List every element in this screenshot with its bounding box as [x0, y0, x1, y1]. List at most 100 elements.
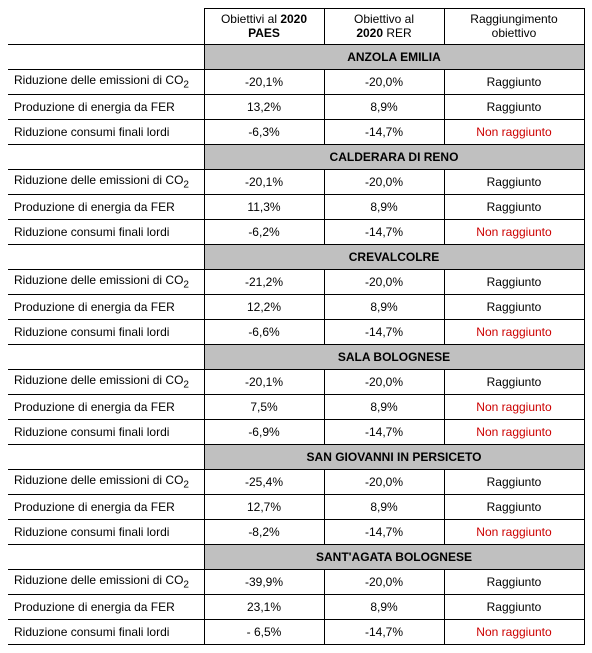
- rer-value: -20,0%: [324, 469, 444, 494]
- paes-value: 11,3%: [204, 194, 324, 219]
- paes-value: -6,6%: [204, 319, 324, 344]
- rer-value: -14,7%: [324, 219, 444, 244]
- table-row: Riduzione consumi finali lordi- 6,5%-14,…: [8, 619, 584, 644]
- table-row: Riduzione delle emissioni di CO2-21,2%-2…: [8, 269, 584, 294]
- rer-value: -14,7%: [324, 419, 444, 444]
- section-header-empty: [8, 244, 204, 269]
- row-label: Produzione di energia da FER: [8, 494, 204, 519]
- section-header-empty: [8, 444, 204, 469]
- rer-value: 8,9%: [324, 294, 444, 319]
- row-label: Riduzione consumi finali lordi: [8, 619, 204, 644]
- row-label: Riduzione consumi finali lordi: [8, 319, 204, 344]
- table-row: Produzione di energia da FER23,1%8,9%Rag…: [8, 594, 584, 619]
- paes-value: -20,1%: [204, 369, 324, 394]
- table-row: Produzione di energia da FER13,2%8,9%Rag…: [8, 94, 584, 119]
- table-row: Riduzione delle emissioni di CO2-20,1%-2…: [8, 369, 584, 394]
- rer-value: -14,7%: [324, 119, 444, 144]
- row-label: Riduzione delle emissioni di CO2: [8, 569, 204, 594]
- row-label: Produzione di energia da FER: [8, 294, 204, 319]
- outcome-value: Raggiunto: [444, 294, 584, 319]
- header-paes: Obiettivi al 2020 PAES: [204, 9, 324, 45]
- table-row: Riduzione consumi finali lordi-6,9%-14,7…: [8, 419, 584, 444]
- header-empty: [8, 9, 204, 45]
- row-label: Riduzione delle emissioni di CO2: [8, 169, 204, 194]
- table-row: Riduzione delle emissioni di CO2-20,1%-2…: [8, 69, 584, 94]
- outcome-value: Non raggiunto: [444, 419, 584, 444]
- row-label: Riduzione delle emissioni di CO2: [8, 69, 204, 94]
- paes-value: 23,1%: [204, 594, 324, 619]
- outcome-value: Raggiunto: [444, 169, 584, 194]
- rer-value: -14,7%: [324, 519, 444, 544]
- row-label: Riduzione consumi finali lordi: [8, 519, 204, 544]
- header-row: Obiettivi al 2020 PAES Obiettivo al 2020…: [8, 9, 584, 45]
- row-label: Riduzione consumi finali lordi: [8, 219, 204, 244]
- row-label: Riduzione delle emissioni di CO2: [8, 469, 204, 494]
- outcome-value: Non raggiunto: [444, 394, 584, 419]
- outcome-value: Non raggiunto: [444, 219, 584, 244]
- rer-value: 8,9%: [324, 394, 444, 419]
- section-header-row: SALA BOLOGNESE: [8, 344, 584, 369]
- paes-value: -20,1%: [204, 169, 324, 194]
- paes-value: -6,3%: [204, 119, 324, 144]
- outcome-value: Non raggiunto: [444, 619, 584, 644]
- section-header-empty: [8, 544, 204, 569]
- outcome-value: Raggiunto: [444, 269, 584, 294]
- outcome-value: Non raggiunto: [444, 119, 584, 144]
- section-header-row: CREVALCOLRE: [8, 244, 584, 269]
- table-row: Riduzione consumi finali lordi-6,2%-14,7…: [8, 219, 584, 244]
- outcome-value: Non raggiunto: [444, 519, 584, 544]
- table-row: Riduzione delle emissioni di CO2-25,4%-2…: [8, 469, 584, 494]
- table-row: Riduzione consumi finali lordi-8,2%-14,7…: [8, 519, 584, 544]
- section-header-row: SANT'AGATA BOLOGNESE: [8, 544, 584, 569]
- rer-value: -20,0%: [324, 69, 444, 94]
- section-title: CREVALCOLRE: [204, 244, 584, 269]
- paes-value: 13,2%: [204, 94, 324, 119]
- rer-value: -20,0%: [324, 169, 444, 194]
- outcome-value: Raggiunto: [444, 469, 584, 494]
- table-row: Riduzione consumi finali lordi-6,6%-14,7…: [8, 319, 584, 344]
- paes-value: -39,9%: [204, 569, 324, 594]
- table-row: Produzione di energia da FER12,2%8,9%Rag…: [8, 294, 584, 319]
- table-row: Produzione di energia da FER11,3%8,9%Rag…: [8, 194, 584, 219]
- outcome-value: Raggiunto: [444, 369, 584, 394]
- section-header-row: ANZOLA EMILIA: [8, 44, 584, 69]
- paes-value: -20,1%: [204, 69, 324, 94]
- row-label: Riduzione consumi finali lordi: [8, 419, 204, 444]
- table-row: Produzione di energia da FER7,5%8,9%Non …: [8, 394, 584, 419]
- rer-value: 8,9%: [324, 494, 444, 519]
- section-header-row: SAN GIOVANNI IN PERSICETO: [8, 444, 584, 469]
- section-title: ANZOLA EMILIA: [204, 44, 584, 69]
- paes-value: -6,9%: [204, 419, 324, 444]
- rer-value: -20,0%: [324, 569, 444, 594]
- rer-value: 8,9%: [324, 594, 444, 619]
- row-label: Produzione di energia da FER: [8, 394, 204, 419]
- row-label: Produzione di energia da FER: [8, 194, 204, 219]
- row-label: Produzione di energia da FER: [8, 94, 204, 119]
- paes-value: - 6,5%: [204, 619, 324, 644]
- paes-value: 12,2%: [204, 294, 324, 319]
- table-row: Riduzione delle emissioni di CO2-20,1%-2…: [8, 169, 584, 194]
- section-title: SAN GIOVANNI IN PERSICETO: [204, 444, 584, 469]
- outcome-value: Raggiunto: [444, 494, 584, 519]
- table-row: Riduzione delle emissioni di CO2-39,9%-2…: [8, 569, 584, 594]
- row-label: Riduzione delle emissioni di CO2: [8, 369, 204, 394]
- outcome-value: Raggiunto: [444, 194, 584, 219]
- paes-value: 7,5%: [204, 394, 324, 419]
- paes-value: -8,2%: [204, 519, 324, 544]
- rer-value: -14,7%: [324, 319, 444, 344]
- paes-value: -6,2%: [204, 219, 324, 244]
- rer-value: -20,0%: [324, 369, 444, 394]
- table-row: Riduzione consumi finali lordi-6,3%-14,7…: [8, 119, 584, 144]
- rer-value: -14,7%: [324, 619, 444, 644]
- row-label: Riduzione consumi finali lordi: [8, 119, 204, 144]
- section-title: SANT'AGATA BOLOGNESE: [204, 544, 584, 569]
- paes-value: -25,4%: [204, 469, 324, 494]
- section-title: CALDERARA DI RENO: [204, 144, 584, 169]
- outcome-value: Raggiunto: [444, 94, 584, 119]
- section-title: SALA BOLOGNESE: [204, 344, 584, 369]
- section-header-row: CALDERARA DI RENO: [8, 144, 584, 169]
- section-header-empty: [8, 144, 204, 169]
- section-header-empty: [8, 44, 204, 69]
- rer-value: -20,0%: [324, 269, 444, 294]
- outcome-value: Raggiunto: [444, 69, 584, 94]
